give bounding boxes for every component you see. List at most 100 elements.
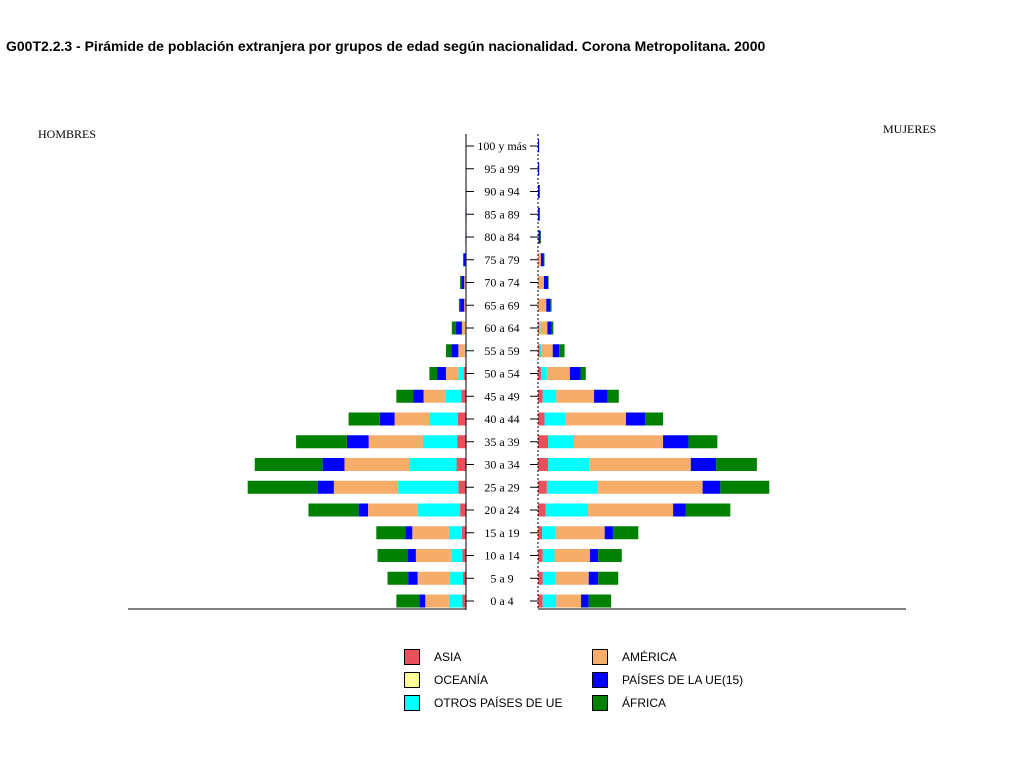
age-label-90-a-94: 90 a 94 [484,185,519,199]
age-label-65-a-69: 65 a 69 [484,298,519,312]
bar-mujeres-25-a-29 [538,480,547,494]
bar-mujeres-30-a-34 [716,458,757,471]
bar-hombres-0-a-4 [419,594,426,608]
bar-hombres-5-a-9 [450,571,464,585]
bar-mujeres-50-a-54 [569,367,581,380]
bar-hombres-20-a-24 [308,503,359,517]
bar-mujeres-65-a-69 [550,298,552,312]
age-label-75-a-79: 75 a 79 [484,253,519,267]
bar-hombres-60-a-64 [461,321,466,335]
bar-mujeres-60-a-64 [551,321,554,335]
bar-mujeres-55-a-59 [552,344,560,358]
bar-mujeres-10-a-14 [538,549,543,562]
legend-item: AMÉRICA [592,648,677,666]
bar-hombres-15-a-19 [412,526,449,540]
bar-hombres-30-a-34 [456,458,466,471]
bar-mujeres-30-a-34 [690,458,717,471]
bar-hombres-15-a-19 [461,526,466,540]
bar-mujeres-0-a-4 [588,594,612,608]
bar-mujeres-90-a-94 [538,185,540,198]
bar-hombres-45-a-49 [396,389,414,403]
legend-label: ASIA [434,650,462,664]
bar-mujeres-75-a-79 [538,253,541,267]
bar-hombres-20-a-24 [460,503,466,517]
bar-mujeres-25-a-29 [546,480,598,494]
bar-hombres-40-a-44 [394,412,431,426]
age-label-60-a-64: 60 a 64 [484,321,519,335]
legend-item: OTROS PAÍSES DE UE [404,694,562,712]
bar-hombres-25-a-29 [398,480,459,494]
bar-mujeres-5-a-9 [538,571,543,585]
bar-hombres-55-a-59 [458,344,465,358]
bar-hombres-10-a-14 [407,549,416,562]
bar-mujeres-30-a-34 [548,458,590,471]
bar-hombres-25-a-29 [333,480,399,494]
bar-mujeres-45-a-49 [594,389,608,403]
bar-mujeres-75-a-79 [543,253,545,267]
bar-mujeres-40-a-44 [625,412,646,426]
bar-hombres-5-a-9 [463,571,466,585]
bar-hombres-15-a-19 [376,526,406,540]
bar-mujeres-40-a-44 [538,412,545,426]
bar-hombres-25-a-29 [247,480,318,494]
bar-hombres-40-a-44 [430,412,458,426]
bar-mujeres-25-a-29 [702,480,721,494]
bar-mujeres-10-a-14 [554,549,590,562]
bar-hombres-20-a-24 [417,503,461,517]
bar-hombres-5-a-9 [387,571,409,585]
bar-mujeres-20-a-24 [673,503,686,517]
bar-mujeres-25-a-29 [597,480,703,494]
bar-mujeres-40-a-44 [565,412,626,426]
age-label-80-a-84: 80 a 84 [484,230,519,244]
bar-hombres-10-a-14 [451,549,463,562]
legend-item: PAÍSES DE LA UE(15) [592,671,743,689]
bar-hombres-50-a-54 [429,367,438,380]
bar-mujeres-10-a-14 [589,549,599,562]
legend-swatch [592,672,608,688]
legend-swatch [404,649,420,665]
bar-mujeres-5-a-9 [555,571,589,585]
bar-mujeres-25-a-29 [720,480,770,494]
bar-mujeres-45-a-49 [538,389,543,403]
bar-mujeres-40-a-44 [544,412,566,426]
bar-hombres-65-a-69 [460,298,465,312]
bar-hombres-55-a-59 [445,344,452,358]
bar-mujeres-55-a-59 [559,344,565,358]
bar-hombres-25-a-29 [317,480,334,494]
bar-hombres-25-a-29 [458,480,466,494]
bar-hombres-20-a-24 [358,503,369,517]
age-label-30-a-34: 30 a 34 [484,458,519,472]
bar-mujeres-80-a-84 [540,230,541,244]
bar-mujeres-65-a-69 [538,298,539,312]
bar-mujeres-20-a-24 [538,503,546,517]
age-label-10-a-14: 10 a 14 [484,549,519,563]
bar-hombres-70-a-74 [460,276,462,289]
legend-label: AMÉRICA [622,650,677,664]
bar-hombres-10-a-14 [415,549,452,562]
bar-hombres-35-a-39 [296,435,347,449]
bar-mujeres-15-a-19 [612,526,639,540]
bar-mujeres-45-a-49 [542,389,557,403]
bar-mujeres-40-a-44 [645,412,664,426]
bar-mujeres-15-a-19 [604,526,613,540]
bar-hombres-10-a-14 [377,549,408,562]
bar-mujeres-5-a-9 [588,571,599,585]
bar-mujeres-0-a-4 [538,594,543,608]
mujeres-label: MUJERES [883,122,936,136]
bar-mujeres-85-a-89 [538,207,540,221]
age-label-55-a-59: 55 a 59 [484,344,519,358]
bar-mujeres-35-a-39 [538,435,549,449]
age-label-45-a-49: 45 a 49 [484,389,519,403]
bar-mujeres-30-a-34 [538,458,549,471]
bar-mujeres-35-a-39 [548,435,574,449]
bar-hombres-50-a-54 [437,367,446,380]
age-label-70-a-74: 70 a 74 [484,276,519,290]
bar-mujeres-55-a-59 [540,344,553,358]
bars-group [247,139,770,608]
bar-hombres-50-a-54 [458,367,464,380]
bar-hombres-70-a-74 [464,276,466,289]
bar-mujeres-95-a-99 [538,162,540,176]
legend-label: OCEANÍA [434,673,489,687]
bar-mujeres-0-a-4 [556,594,582,608]
